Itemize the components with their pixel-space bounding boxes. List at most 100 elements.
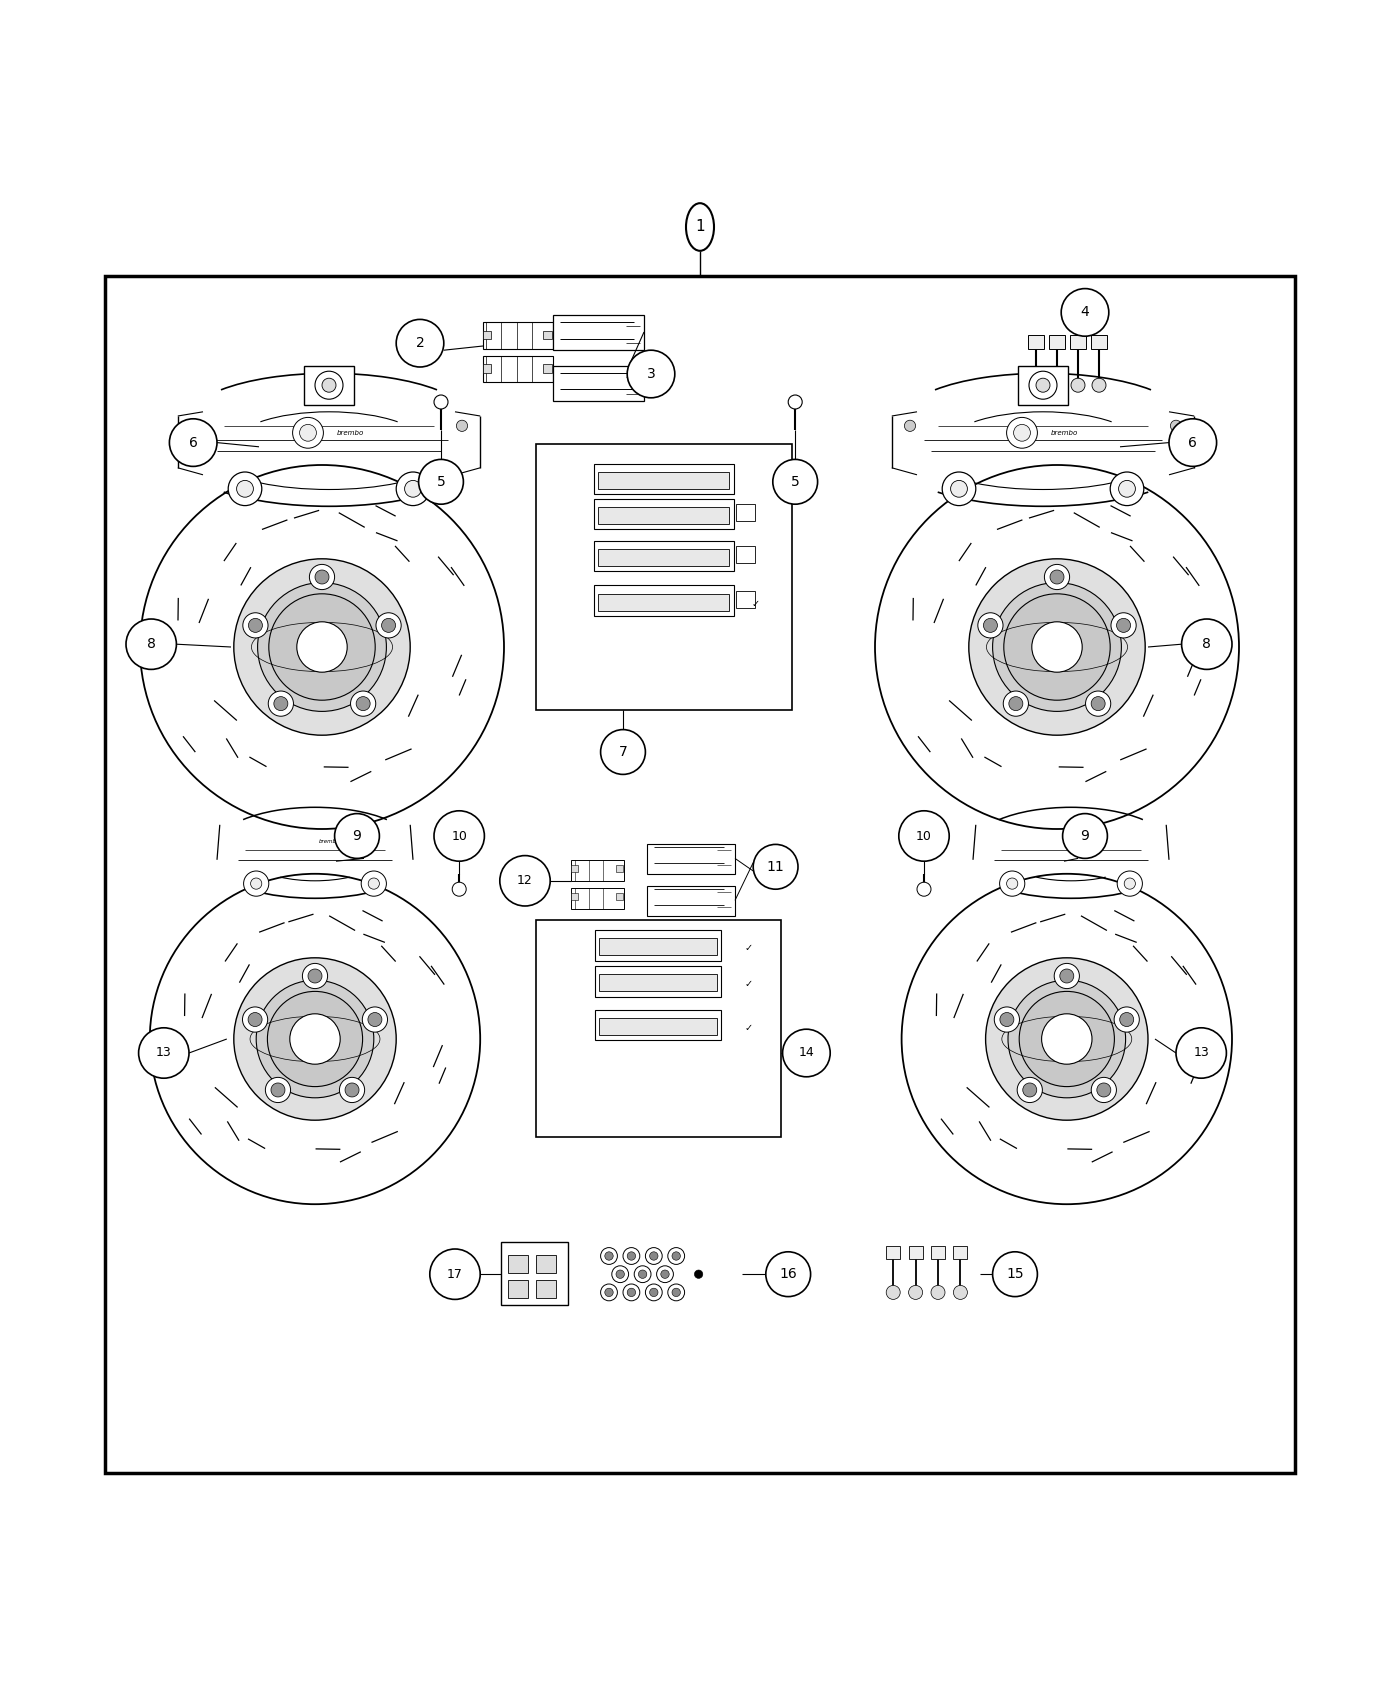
Circle shape: [904, 420, 916, 432]
Circle shape: [256, 981, 374, 1098]
Circle shape: [396, 473, 430, 505]
Circle shape: [368, 1013, 382, 1027]
Bar: [553, 366, 644, 401]
Bar: [536, 444, 792, 711]
Bar: [598, 593, 729, 610]
Circle shape: [993, 583, 1121, 711]
Circle shape: [601, 1248, 617, 1265]
Bar: [886, 1246, 900, 1258]
Bar: [598, 507, 729, 524]
Bar: [536, 1255, 556, 1273]
Circle shape: [1023, 1083, 1037, 1096]
Circle shape: [272, 1083, 286, 1096]
Circle shape: [1112, 612, 1137, 638]
Text: 11: 11: [767, 860, 784, 874]
Circle shape: [1061, 289, 1109, 337]
Circle shape: [361, 870, 386, 896]
Text: 15: 15: [1007, 1266, 1023, 1282]
Circle shape: [1182, 619, 1232, 670]
Circle shape: [1050, 377, 1064, 393]
Circle shape: [1176, 1028, 1226, 1078]
Circle shape: [1018, 1078, 1043, 1103]
Bar: [595, 930, 721, 960]
Circle shape: [350, 690, 375, 716]
Circle shape: [605, 1289, 613, 1297]
Circle shape: [909, 1285, 923, 1299]
Text: 10: 10: [916, 830, 932, 843]
Bar: [508, 1280, 528, 1299]
Circle shape: [430, 1250, 480, 1299]
Text: 5: 5: [791, 474, 799, 490]
Circle shape: [1029, 371, 1057, 400]
Bar: [571, 865, 578, 872]
Circle shape: [1000, 1013, 1014, 1027]
Circle shape: [1029, 377, 1043, 393]
Circle shape: [308, 969, 322, 983]
Bar: [536, 1280, 556, 1299]
Bar: [1070, 335, 1086, 348]
Circle shape: [672, 1251, 680, 1260]
Bar: [594, 498, 734, 529]
Circle shape: [875, 466, 1239, 830]
Circle shape: [1085, 690, 1110, 716]
Bar: [304, 366, 354, 405]
Circle shape: [1044, 564, 1070, 590]
Circle shape: [248, 1013, 262, 1027]
Circle shape: [500, 855, 550, 906]
Circle shape: [627, 350, 675, 398]
Circle shape: [251, 877, 262, 889]
Circle shape: [300, 425, 316, 442]
Circle shape: [1092, 377, 1106, 393]
Circle shape: [634, 1266, 651, 1282]
Circle shape: [244, 870, 269, 896]
Circle shape: [1050, 570, 1064, 585]
Bar: [1018, 366, 1068, 405]
Circle shape: [382, 619, 396, 632]
Circle shape: [1110, 473, 1144, 505]
Bar: [595, 966, 721, 996]
Circle shape: [661, 1270, 669, 1278]
Circle shape: [169, 418, 217, 466]
Bar: [736, 505, 755, 520]
Circle shape: [434, 811, 484, 862]
Circle shape: [363, 1006, 388, 1032]
Text: 8: 8: [1203, 638, 1211, 651]
Circle shape: [266, 1078, 291, 1103]
Circle shape: [140, 466, 504, 830]
Circle shape: [356, 697, 370, 711]
Circle shape: [1007, 877, 1018, 889]
Circle shape: [668, 1284, 685, 1300]
Bar: [508, 1255, 528, 1273]
Circle shape: [335, 814, 379, 858]
Text: ✓: ✓: [745, 944, 753, 954]
Circle shape: [931, 1285, 945, 1299]
Circle shape: [237, 481, 253, 496]
Bar: [599, 974, 717, 991]
Circle shape: [269, 593, 375, 700]
Circle shape: [258, 583, 386, 711]
Bar: [736, 592, 755, 609]
Bar: [931, 1246, 945, 1258]
Bar: [647, 886, 735, 916]
Text: brembo: brembo: [318, 840, 340, 845]
Circle shape: [1091, 1078, 1116, 1103]
Text: 5: 5: [437, 474, 445, 490]
Text: 6: 6: [189, 435, 197, 449]
Circle shape: [650, 1251, 658, 1260]
Circle shape: [612, 1266, 629, 1282]
Circle shape: [1071, 377, 1085, 393]
Circle shape: [1114, 1006, 1140, 1032]
Circle shape: [297, 622, 347, 672]
Bar: [1028, 335, 1044, 348]
Circle shape: [452, 882, 466, 896]
Circle shape: [302, 964, 328, 989]
Bar: [599, 938, 717, 955]
Circle shape: [1019, 991, 1114, 1086]
Circle shape: [1091, 697, 1105, 711]
Bar: [571, 860, 624, 881]
Ellipse shape: [686, 204, 714, 252]
Circle shape: [788, 394, 802, 410]
Circle shape: [315, 570, 329, 585]
Circle shape: [1007, 418, 1037, 449]
Bar: [1049, 335, 1065, 348]
